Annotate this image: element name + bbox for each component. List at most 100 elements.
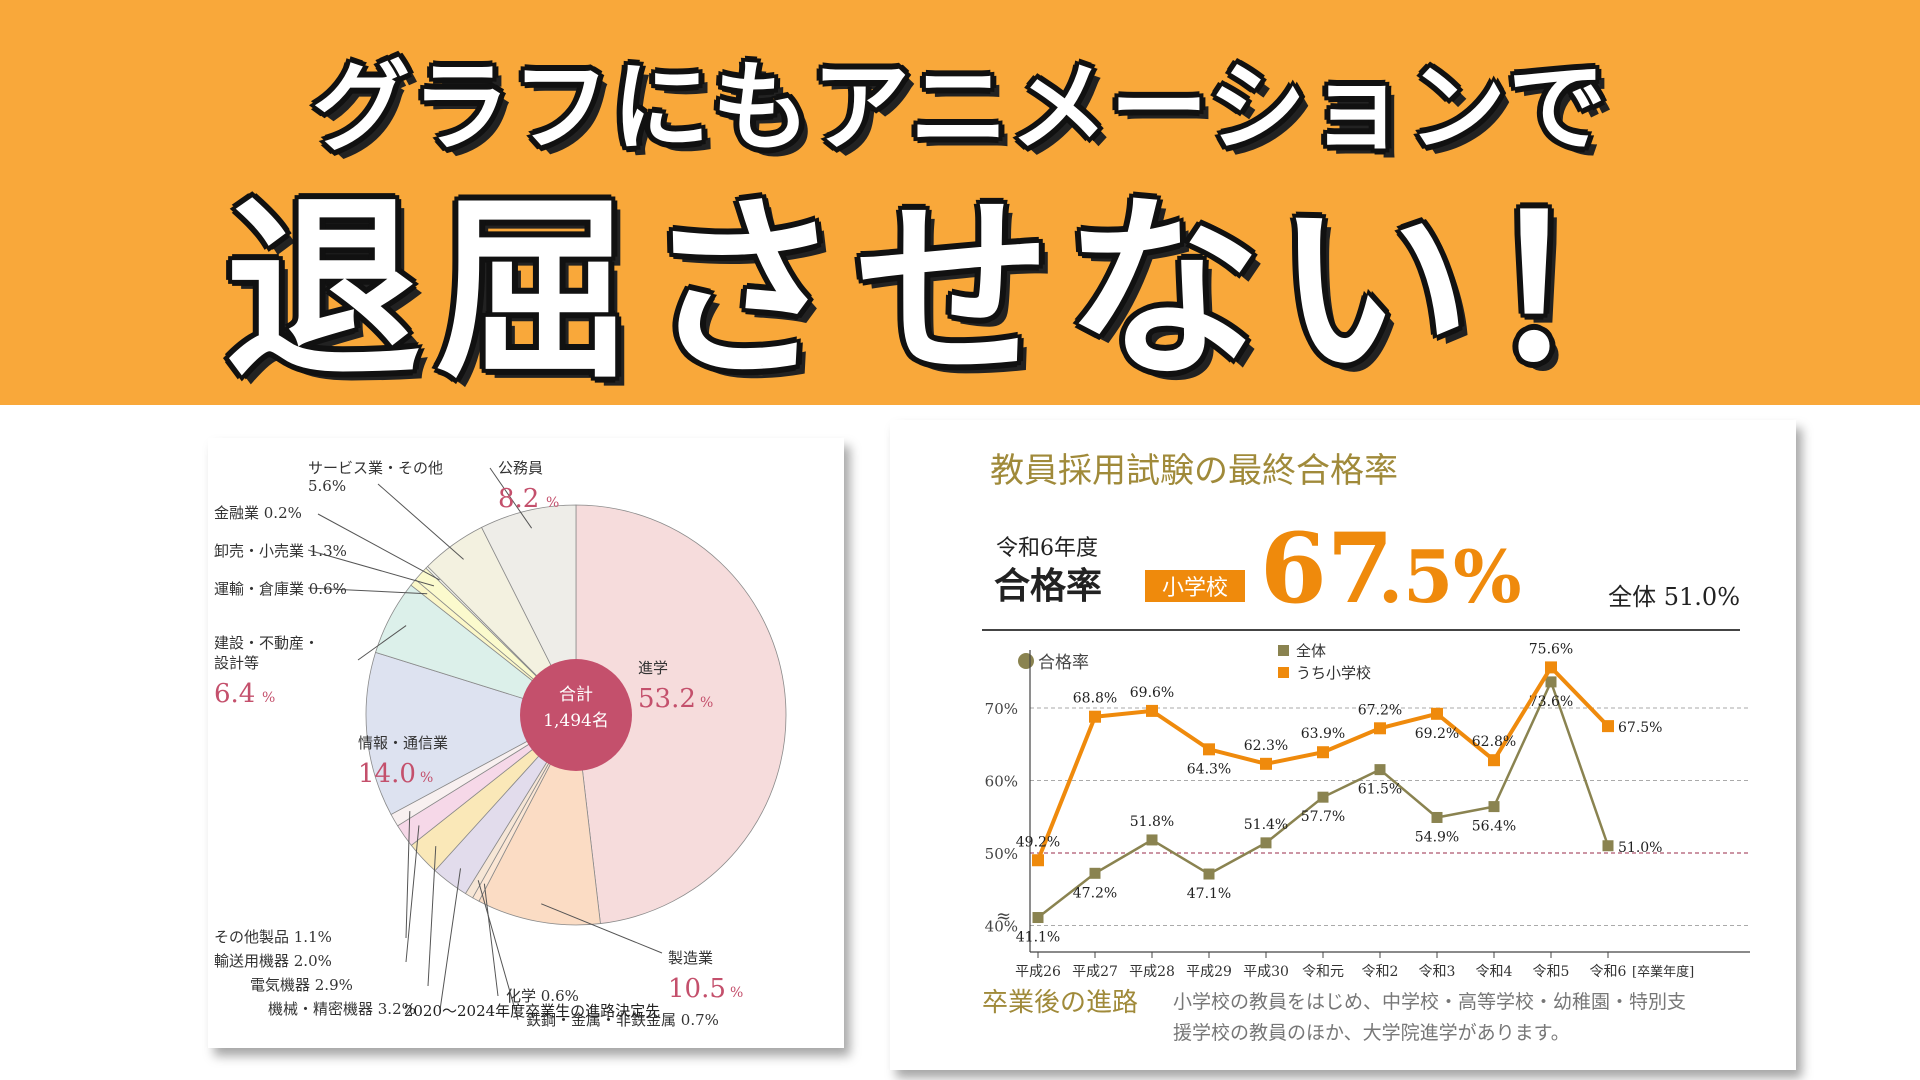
series-line <box>1036 664 1610 861</box>
series-marker <box>1374 722 1386 735</box>
after-line1: 小学校の教員をはじめ、中学校・高等学校・幼稚園・特別支 <box>1173 991 1686 1013</box>
x-tick-label: 平成28 <box>1129 964 1175 980</box>
year-label: 令和6年度 <box>996 536 1098 561</box>
series-marker <box>1203 743 1215 756</box>
pie-label: 5.6% <box>308 477 346 495</box>
pie-label: 金融業 0.2% <box>214 504 302 522</box>
x-tick-label: 令和4 <box>1476 964 1513 980</box>
data-label: 64.3% <box>1187 761 1231 777</box>
legend-swatch <box>1278 645 1289 656</box>
pie-leader-line <box>405 825 420 963</box>
pie-label: 卸売・小売業 1.3% <box>214 542 347 560</box>
pie-label-value: 10.5 <box>668 974 726 1004</box>
pie-slice <box>481 504 577 716</box>
line-chart-title: 教員採用試験の最終合格率 <box>990 451 1398 491</box>
pie-center-disc <box>520 659 632 771</box>
data-label: 54.9% <box>1415 829 1459 845</box>
pie-leader-line <box>317 513 440 581</box>
pie-leader-line <box>427 846 437 987</box>
pie-leader-line <box>541 903 663 954</box>
pie-label: 電気機器 2.9% <box>250 976 353 994</box>
pie-leader-line <box>439 868 462 1011</box>
pie-label-unit: % <box>700 695 713 711</box>
pie-label-name: 製造業 <box>668 949 713 967</box>
series-marker <box>1089 867 1101 879</box>
axis-break: ≈ <box>996 906 1011 927</box>
data-label: 47.2% <box>1073 885 1117 901</box>
data-label: 62.3% <box>1244 738 1288 754</box>
data-label: 51.4% <box>1244 817 1288 833</box>
pie-label-name: 公務員 <box>498 459 543 477</box>
pie-slice <box>365 651 578 815</box>
legend-dot <box>1018 653 1034 669</box>
series-marker <box>1203 868 1215 880</box>
data-label: 47.1% <box>1187 886 1231 902</box>
series-marker <box>1431 811 1443 823</box>
rate-label: 合格率 <box>994 565 1102 607</box>
data-label: 63.9% <box>1301 726 1345 742</box>
data-label: 56.4% <box>1472 819 1516 835</box>
legend-title: 合格率 <box>1038 653 1089 673</box>
x-tick-label: 令和3 <box>1419 964 1456 980</box>
after-title: 卒業後の進路 <box>982 988 1138 1018</box>
x-tick-label: 令和元 <box>1302 964 1344 980</box>
x-tick-label: 令和5 <box>1533 964 1570 980</box>
pie-center-label: 合計 <box>559 685 593 705</box>
data-label: 69.2% <box>1415 726 1459 742</box>
headline-line2: 退屈させない！ <box>224 177 1695 405</box>
pie-label: 化学 0.6% <box>506 987 579 1005</box>
x-tick-label: 平成27 <box>1072 964 1118 980</box>
pie-label-name: 情報・通信業 <box>358 734 448 752</box>
pie-label-name: 進学 <box>638 659 668 677</box>
data-label: 51.0% <box>1618 840 1662 856</box>
overall-rate: 全体 51.0% <box>1608 583 1740 611</box>
y-tick-label: 40% <box>985 918 1018 936</box>
x-axis-unit: [卒業年度] <box>1632 964 1694 980</box>
series-marker <box>1089 710 1101 723</box>
big-value-main: 67 <box>1260 512 1394 625</box>
series-marker <box>1032 912 1044 924</box>
pie-label-name: 設計等 <box>214 654 259 672</box>
series-marker <box>1032 854 1044 867</box>
x-tick-label: 平成29 <box>1186 964 1232 980</box>
pie-slice <box>575 504 787 925</box>
x-tick-label: 平成26 <box>1015 964 1061 980</box>
series-marker <box>1545 661 1557 674</box>
series-marker <box>1545 676 1557 688</box>
data-label: 51.8% <box>1130 814 1174 830</box>
big-value-rest: .5% <box>1378 534 1522 619</box>
data-label: 62.8% <box>1472 734 1516 750</box>
series-marker <box>1488 754 1500 767</box>
headline-line1: グラフにもアニメーションで <box>311 51 1609 165</box>
pie-label: その他製品 1.1% <box>214 928 332 946</box>
data-label: 75.6% <box>1529 641 1573 657</box>
series-marker <box>1317 791 1329 803</box>
data-label: 68.8% <box>1073 691 1117 707</box>
line-chart: 教員採用試験の最終合格率 令和6年度 合格率 小学校 67 .5% 全体 51.… <box>982 451 1750 1044</box>
pie-leader-line <box>483 883 499 997</box>
pie-leader-line <box>307 587 428 595</box>
pie-label-name: 建設・不動産・ <box>214 634 319 652</box>
data-label: 41.1% <box>1016 930 1060 946</box>
after-line2: 援学校の教員のほか、大学院進学があります。 <box>1173 1022 1570 1044</box>
pie-label: 機械・精密機器 3.2% <box>268 1000 416 1018</box>
data-label: 61.5% <box>1358 782 1402 798</box>
legend-label: 全体 <box>1296 642 1326 660</box>
pie-label: サービス業・その他 <box>308 459 443 477</box>
data-label: 67.2% <box>1358 702 1402 718</box>
pie-label: 鉄鋼・金属・非鉄金属 0.7% <box>526 1011 719 1029</box>
series-marker <box>1146 834 1158 846</box>
pie-center-value: 1,494名 <box>543 711 609 731</box>
pie-leader-line <box>357 625 407 661</box>
pie-label-unit: % <box>730 985 743 1001</box>
series-marker <box>1317 746 1329 759</box>
series-marker <box>1602 840 1614 852</box>
data-label: 67.5% <box>1618 720 1662 736</box>
pie-caption: 2020〜2024年度卒業生の進路決定先 <box>404 1002 660 1020</box>
series-marker <box>1488 801 1500 813</box>
pie-leader-line <box>405 811 411 939</box>
y-tick-label: 60% <box>985 773 1018 791</box>
data-label: 69.6% <box>1130 685 1174 701</box>
pie-leader-line <box>477 880 519 1021</box>
pie-label-value: 53.2 <box>638 684 696 714</box>
